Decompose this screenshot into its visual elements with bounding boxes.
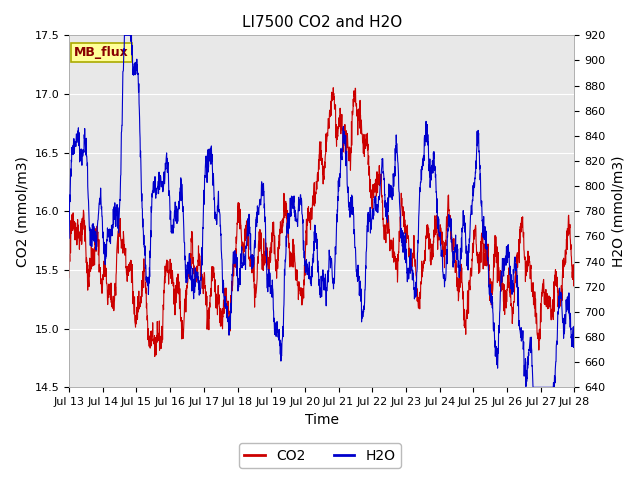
X-axis label: Time: Time — [305, 413, 339, 427]
Y-axis label: CO2 (mmol/m3): CO2 (mmol/m3) — [15, 156, 29, 267]
Legend: CO2, H2O: CO2, H2O — [239, 443, 401, 468]
Title: LI7500 CO2 and H2O: LI7500 CO2 and H2O — [242, 15, 402, 30]
Y-axis label: H2O (mmol/m3): H2O (mmol/m3) — [611, 156, 625, 267]
Text: MB_flux: MB_flux — [74, 46, 129, 59]
